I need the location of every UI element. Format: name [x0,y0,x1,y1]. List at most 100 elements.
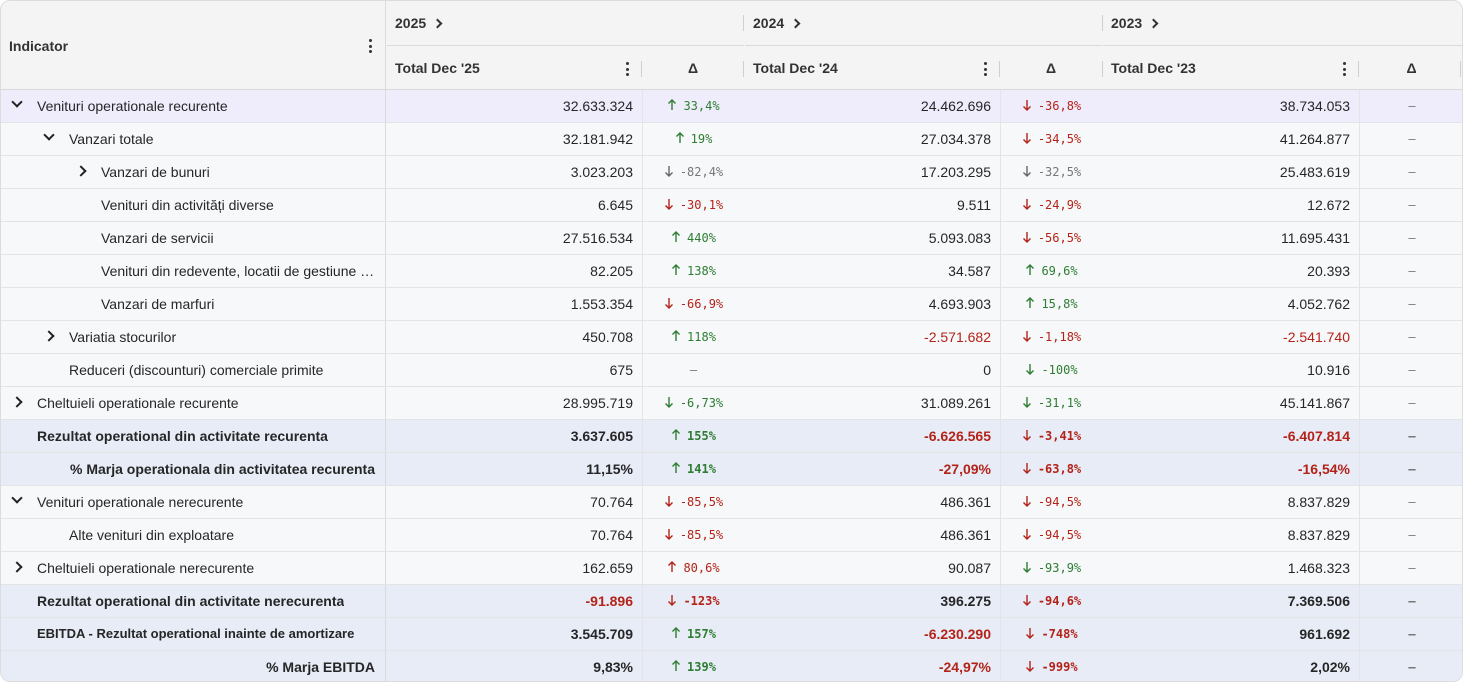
delta-cell-2024: -36,8% [1000,90,1102,122]
delta-cell-2024: -999% [1000,651,1102,681]
delta-value: – [1408,627,1416,641]
delta-value: – [689,363,698,377]
delta-cell-2025: -123% [642,585,744,617]
table-row[interactable]: EBITDA - Rezultat operational inainte de… [1,618,1462,651]
chevron-down-icon[interactable] [11,492,23,504]
value-cell-2023: 961.692 [1299,626,1350,642]
indicator-cell: Variatia stocurilor [1,321,386,353]
table-row[interactable]: Vanzari totale 32.181.942 19% 27.034.378 -34… [1,123,1462,156]
value-cell-2025: 70.764 [590,494,633,510]
delta-value: -66,9% [679,297,724,311]
arrow-down-icon [668,595,677,606]
table-row[interactable]: Vanzari de servicii 27.516.534 440% 5.093.0… [1,222,1462,255]
arrow-down-icon [1022,166,1031,177]
indicator-column-header[interactable]: Indicator [1,1,386,90]
table-row[interactable]: % Marja EBITDA 9,83% 139% -24,97% -999% 2,02%… [1,651,1462,681]
value-cell-2024: 5.093.083 [928,230,991,246]
chevron-right-icon[interactable] [75,165,87,177]
delta-value: – [1408,198,1416,212]
arrow-up-icon [672,462,681,473]
chevron-right-icon[interactable] [790,18,801,28]
year-group-2023[interactable]: 2023 [1103,1,1462,46]
delta-2025-label: Δ [687,60,699,76]
total-dec-23-header[interactable]: Total Dec '23 [1103,46,1358,90]
value-cell-2025: 162.659 [582,560,633,576]
table-row[interactable]: Cheltuieli operationale nerecurente 162.6… [1,552,1462,585]
delta-value: – [1408,297,1416,311]
table-row[interactable]: Rezultat operational din activitate nere… [1,585,1462,618]
delta-value: – [1408,99,1416,113]
table-row[interactable]: % Marja operationala din activitatea rec… [1,453,1462,486]
delta-cell-2024: 69,6% [1000,255,1102,287]
indicator-label: EBITDA - Rezultat operational inainte de… [37,626,355,641]
delta-value: – [1408,495,1416,509]
arrow-up-icon [672,330,681,341]
indicator-menu-icon[interactable] [363,37,377,55]
total-dec-25-header[interactable]: Total Dec '25 [387,46,641,90]
total-dec-25-label: Total Dec '25 [395,60,480,76]
arrow-up-icon [672,660,681,671]
chevron-down-icon[interactable] [11,96,23,108]
table-row[interactable]: Rezultat operational din activitate recu… [1,420,1462,453]
table-row[interactable]: Cheltuieli operationale recurente 28.995.… [1,387,1462,420]
delta-2025-header[interactable]: Δ [642,46,744,90]
year-group-2025[interactable]: 2025 [387,1,744,46]
indicator-cell: Venituri din activități diverse [1,189,386,221]
chevron-down-icon[interactable] [43,129,55,141]
arrow-down-icon [1026,364,1035,375]
value-cell-2024: 17.203.295 [920,164,991,180]
table-row[interactable]: Vanzari de bunuri 3.023.203 -82,4% 17.203.2… [1,156,1462,189]
delta-value: -34,5% [1037,132,1082,146]
delta-2023-header[interactable]: Δ [1359,46,1462,90]
table-row[interactable]: Venituri din redevente, locatii de gesti… [1,255,1462,288]
value-cell-2025: 3.545.709 [570,626,633,642]
delta-value: 155% [687,429,716,443]
delta-value: 80,6% [683,561,720,575]
table-row[interactable]: Venituri operationale recurente 32.633.32… [1,90,1462,123]
chevron-right-icon[interactable] [11,396,23,408]
value-cell-2024: 0 [983,362,991,378]
delta-cell-2023: – [1359,255,1462,287]
delta-value: -85,5% [679,528,724,542]
table-row[interactable]: Venituri operationale nerecurente 70.764 -… [1,486,1462,519]
value-cell-2025: 450.708 [582,329,633,345]
value-cell-2024: 27.034.378 [920,131,991,147]
delta-cell-2025: 155% [642,420,744,452]
delta-cell-2024: -56,5% [1000,222,1102,254]
delta-cell-2024: -24,9% [1000,189,1102,221]
delta-value: – [1408,396,1416,410]
arrow-down-icon [1022,562,1031,573]
delta-cell-2024: -100% [1000,354,1102,386]
arrow-down-icon [1026,661,1035,672]
chevron-right-icon[interactable] [432,18,443,28]
value-cell-2025: 6.645 [597,197,633,213]
value-cell-2025: 82.205 [590,263,633,279]
column-menu-icon[interactable] [1337,60,1351,78]
value-cell-2024: -2.571.682 [924,329,991,345]
chevron-right-icon[interactable] [11,561,23,573]
arrow-down-icon [1022,430,1031,441]
delta-value: -123% [683,594,720,608]
table-row[interactable]: Alte venituri din exploatare 70.764 -85,5%… [1,519,1462,552]
arrow-down-icon [1022,529,1031,540]
table-row[interactable]: Reduceri (discounturi) comerciale primit… [1,354,1462,387]
table-row[interactable]: Variatia stocurilor 450.708 118% -2.571.682… [1,321,1462,354]
value-cell-2024: 24.462.696 [920,98,991,114]
value-cell-2024: 396.275 [940,593,991,609]
delta-2024-header[interactable]: Δ [1000,46,1102,90]
arrow-down-icon [1022,199,1031,210]
delta-cell-2025: -66,9% [642,288,744,320]
table-row[interactable]: Vanzari de marfuri 1.553.354 -66,9% 4.693.9… [1,288,1462,321]
column-menu-icon[interactable] [620,60,634,78]
total-dec-24-header[interactable]: Total Dec '24 [745,46,999,90]
chevron-right-icon[interactable] [43,330,55,342]
arrow-up-icon [668,561,677,572]
value-cell-2024: 9.511 [957,197,991,213]
year-group-2024[interactable]: 2024 [745,1,1102,46]
delta-value: – [1408,264,1416,278]
indicator-cell: Vanzari de servicii [1,222,386,254]
column-menu-icon[interactable] [978,60,992,78]
table-row[interactable]: Venituri din activități diverse 6.645 -30,… [1,189,1462,222]
chevron-right-icon[interactable] [1148,18,1159,28]
